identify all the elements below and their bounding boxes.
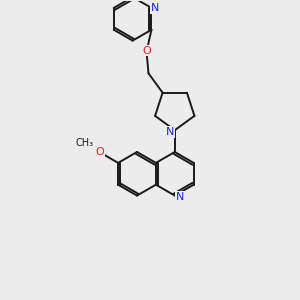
Text: N: N bbox=[176, 192, 184, 202]
Text: O: O bbox=[142, 46, 151, 56]
Text: N: N bbox=[166, 127, 174, 137]
Text: CH₃: CH₃ bbox=[75, 138, 93, 148]
Text: N: N bbox=[151, 3, 160, 13]
Text: O: O bbox=[95, 147, 103, 157]
